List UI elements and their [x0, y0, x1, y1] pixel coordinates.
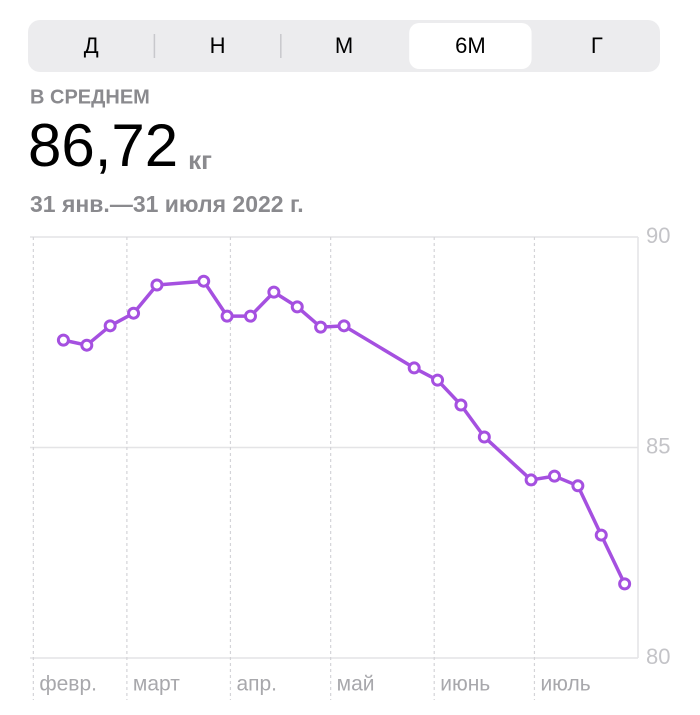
data-point: [56, 333, 70, 347]
segment-button[interactable]: М: [335, 33, 353, 58]
data-point: [594, 528, 608, 542]
y-tick-label: 80: [646, 644, 670, 669]
segment-button[interactable]: Д: [84, 33, 99, 58]
data-point: [477, 430, 491, 444]
data-point: [127, 306, 141, 320]
x-tick-label: июнь: [440, 673, 490, 696]
y-tick-label: 90: [646, 223, 670, 248]
summary-value: 86,72: [28, 112, 178, 179]
segment-button[interactable]: Н: [210, 33, 226, 58]
summary-unit: кг: [188, 145, 212, 175]
x-tick-label: июль: [540, 673, 590, 696]
data-point: [431, 373, 445, 387]
data-point: [220, 309, 234, 323]
x-tick-label: март: [133, 673, 180, 696]
data-point: [454, 398, 468, 412]
data-point: [547, 469, 561, 483]
data-point: [407, 361, 421, 375]
y-tick-label: 85: [646, 433, 670, 458]
data-point: [571, 479, 585, 493]
selected-segment: [409, 23, 532, 69]
x-tick-label: апр.: [236, 673, 277, 696]
data-point: [290, 300, 304, 314]
data-point: [150, 278, 164, 292]
data-point: [524, 473, 538, 487]
data-point: [243, 309, 257, 323]
data-point: [80, 338, 94, 352]
segment-button[interactable]: 6М: [455, 33, 486, 58]
data-point: [314, 320, 328, 334]
segment-button[interactable]: Г: [591, 33, 603, 58]
data-point: [337, 319, 351, 333]
summary-label: В СРЕДНЕМ: [30, 86, 150, 108]
summary-range: 31 янв.—31 июля 2022 г.: [30, 191, 304, 217]
data-point: [197, 274, 211, 288]
data-point: [618, 577, 632, 591]
x-tick-label: май: [337, 673, 375, 696]
data-point: [267, 285, 281, 299]
x-tick-label: февр.: [39, 673, 97, 696]
data-point: [103, 319, 117, 333]
